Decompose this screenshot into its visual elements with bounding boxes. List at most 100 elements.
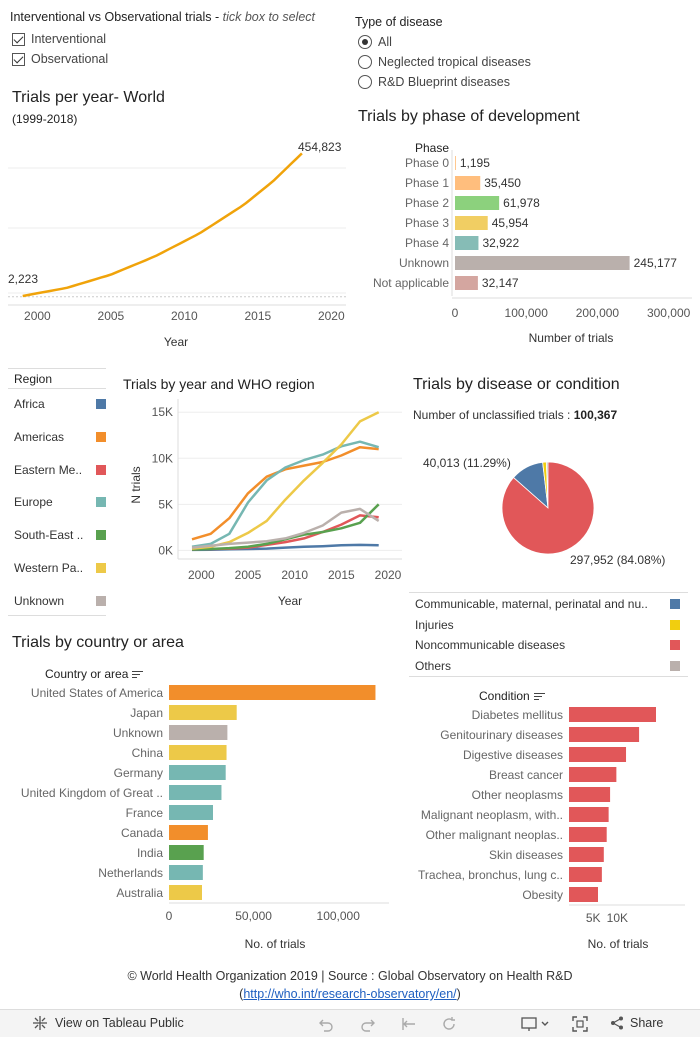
region-legend-label: Europe [14,495,53,510]
view-on-tableau-button[interactable]: View on Tableau Public [33,1016,184,1030]
phase-bar[interactable] [455,196,500,210]
disease-legend-item[interactable]: Others [415,659,680,673]
disease-type-rd-blueprint[interactable]: R&D Blueprint diseases [358,75,510,89]
source-link-line: (http://who.int/research-observatory/en/… [239,987,461,1001]
bar[interactable] [569,767,617,782]
disease-legend-item[interactable]: Injuries [415,618,680,632]
region-series-line[interactable] [191,507,380,549]
phase-value-label: 45,954 [492,216,529,230]
region-legend-label: South-East .. [14,528,84,543]
phase-bar[interactable] [455,156,456,170]
bar[interactable] [169,785,222,800]
region-legend-item[interactable]: Unknown [14,594,106,608]
download-icon[interactable] [521,1016,551,1032]
bar[interactable] [569,807,609,822]
bar[interactable] [169,685,376,700]
phase-value-label: 245,177 [634,256,678,270]
phase-bar[interactable] [455,256,630,270]
legend-swatch [96,530,106,541]
x-tick-label: 5K [586,911,601,925]
region-legend-item[interactable]: Africa [14,397,106,411]
region-series-line[interactable] [191,411,380,550]
bar-category-label: Germany [114,766,163,780]
interventional-checkbox[interactable]: Interventional [12,32,106,46]
region-legend-title: Region [14,372,53,386]
disease-legend-item[interactable]: Communicable, maternal, perinatal and nu… [415,597,680,611]
trials-per-year-chart: 2,223 454,823 Year 2000 2005 2010 2015 2020 [8,140,346,349]
bar[interactable] [569,747,627,762]
region-legend-item[interactable]: Eastern Me.. [14,463,106,477]
x-tick-label: 2020 [375,568,402,582]
bar-category-label: United States of America [31,686,163,700]
bar[interactable] [169,885,202,900]
bar[interactable] [169,865,203,880]
bar[interactable] [569,867,602,882]
phase-title: Trials by phase of development [358,108,580,125]
y-tick-label: 5K [158,497,173,511]
bar[interactable] [569,727,640,742]
x-tick-label: 2010 [281,568,308,582]
bar-category-label: Netherlands [98,866,163,880]
bar[interactable] [569,827,607,842]
legend-swatch [96,497,106,508]
bar-category-label: Trachea, bronchus, lung c.. [418,868,563,882]
bar[interactable] [169,765,226,780]
bar[interactable] [569,707,656,722]
source-link[interactable]: http://who.int/research-observatory/en/ [243,987,457,1001]
phase-bar[interactable] [455,216,488,230]
bar-category-label: Canada [121,826,163,840]
phase-bar[interactable] [455,236,479,250]
refresh-icon[interactable] [441,1016,457,1032]
phase-bar[interactable] [455,276,478,290]
region-legend-item[interactable]: South-East .. [14,528,106,542]
radio-icon [358,75,372,89]
x-axis-label: No. of trials [588,937,649,951]
x-tick-label: 2000 [188,568,215,582]
bar[interactable] [169,845,204,860]
bar[interactable] [569,787,611,802]
share-button[interactable]: Share [610,1016,663,1030]
bar[interactable] [569,847,604,862]
pie-slice[interactable] [501,461,595,555]
region-legend-item[interactable]: Europe [14,495,106,509]
bar[interactable] [169,745,227,760]
bar[interactable] [169,705,237,720]
region-legend-item[interactable]: Western Pa.. [14,561,106,575]
condition-chart: No. of trials Diabetes mellitus Genitouri… [418,707,685,951]
redo-icon[interactable] [360,1016,376,1032]
observational-checkbox[interactable]: Observational [12,52,108,66]
legend-swatch [96,464,106,475]
x-axis-label: Year [164,335,188,349]
revert-icon[interactable] [401,1016,417,1032]
region-legend-label: Eastern Me.. [14,462,83,477]
legend-swatch [96,431,106,442]
bar-category-label: Skin diseases [489,848,563,862]
region-legend-item[interactable]: Americas [14,430,106,444]
phase-value-label: 61,978 [503,196,540,210]
region-chart: N trials Year 0K 5K 10K 15K 2000 2005 2010 2015… [129,399,402,608]
sort-icon[interactable] [533,692,545,700]
disease-type-ntd[interactable]: Neglected tropical diseases [358,55,531,69]
region-series-line[interactable] [191,445,379,541]
region-series-line[interactable] [191,440,380,548]
trials-per-year-line[interactable] [22,152,303,298]
disease-type-all[interactable]: All [358,35,392,49]
phase-bar[interactable] [455,176,481,190]
bar[interactable] [169,825,208,840]
disease-title: Trials by disease or condition [413,376,620,393]
region-legend [8,368,106,616]
bar-category-label: Other neoplasms [472,788,563,802]
disease-legend-item[interactable]: Noncommunicable diseases [415,638,680,652]
sort-icon[interactable] [132,670,144,678]
undo-icon[interactable] [318,1016,334,1032]
x-tick-label: 50,000 [235,909,272,923]
checkbox-checked-icon [12,32,25,46]
x-tick-label: 10K [607,911,628,925]
bar[interactable] [169,725,228,740]
credit-text: © World Health Organization 2019 | Sourc… [127,969,573,983]
country-header[interactable]: Country or area [45,667,144,681]
bar[interactable] [169,805,213,820]
bar[interactable] [569,887,598,902]
condition-header[interactable]: Condition [479,689,545,703]
fullscreen-icon[interactable] [572,1016,588,1032]
